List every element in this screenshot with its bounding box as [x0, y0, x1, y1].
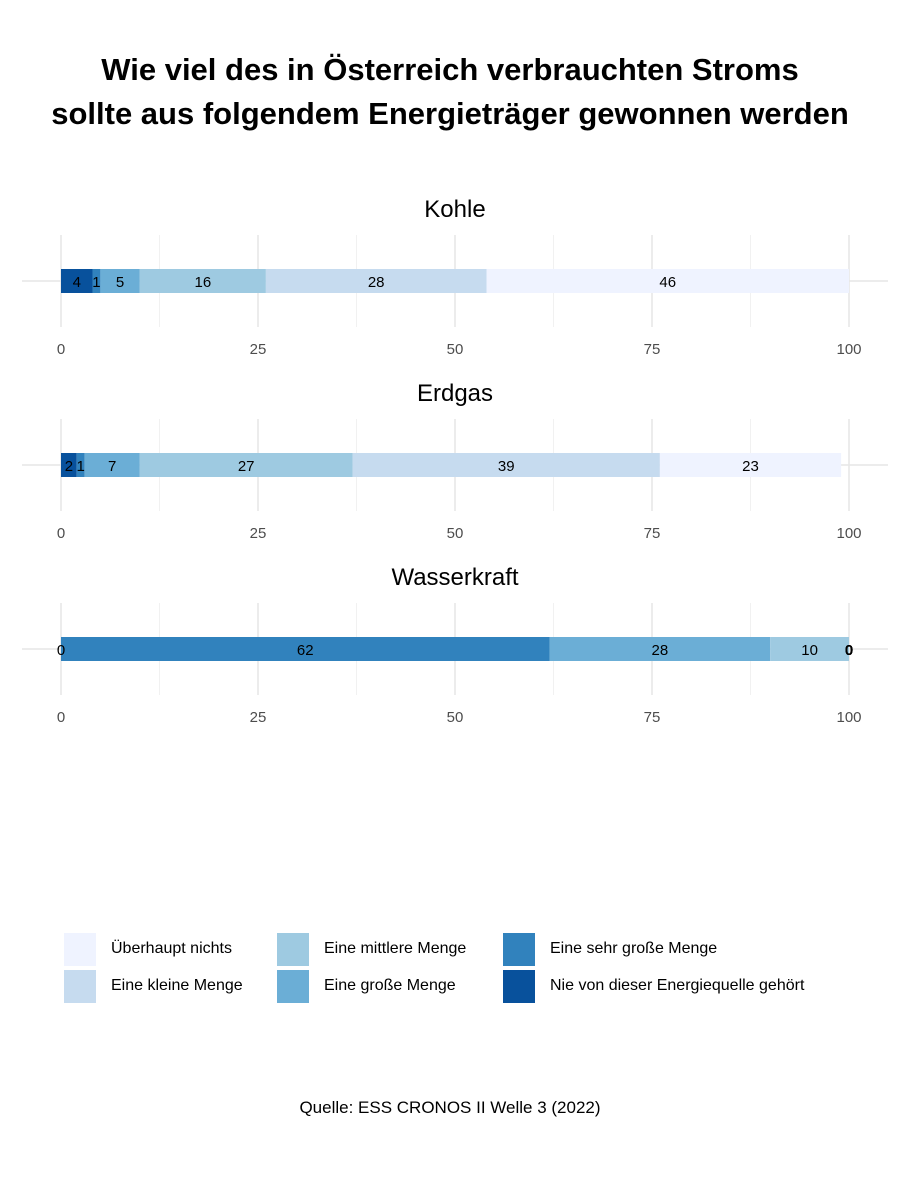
bar-segment — [265, 269, 487, 293]
segment-label: 0 — [57, 642, 65, 659]
bar-segment — [486, 269, 849, 293]
segment-label: 4 — [73, 274, 81, 291]
segment-label: 28 — [368, 274, 385, 291]
legend-item: Eine sehr große Menge — [503, 932, 717, 966]
x-tick-label: 75 — [644, 709, 661, 726]
segment-label: 27 — [238, 458, 255, 475]
legend-swatch — [503, 969, 535, 1003]
bar-segment — [139, 453, 353, 477]
segment-label: 7 — [108, 458, 116, 475]
bar-segment — [659, 453, 842, 477]
chart-title-line-1: Wie viel des in Österreich verbrauchten … — [101, 52, 799, 87]
legend: Überhaupt nichts Eine kleine Menge Eine … — [64, 932, 864, 1004]
segment-label: 16 — [194, 274, 211, 291]
legend-label: Eine mittlere Menge — [324, 940, 467, 957]
segment-label: 5 — [116, 274, 124, 291]
legend-label: Überhaupt nichts — [111, 940, 232, 957]
segment-label: 2 — [65, 458, 73, 475]
legend-item: Eine kleine Menge — [64, 969, 243, 1003]
legend-item: Eine mittlere Menge — [277, 932, 466, 966]
legend-label: Eine große Menge — [324, 977, 456, 994]
segment-label: 46 — [659, 274, 676, 291]
bar-segment — [61, 453, 77, 477]
panel-title: Wasserkraft — [391, 564, 518, 591]
bar-segment — [100, 269, 140, 293]
bar-segment — [549, 637, 771, 661]
chart-title-line-2: sollte aus folgendem Energieträger gewon… — [51, 96, 849, 131]
bar-segment — [84, 453, 140, 477]
legend-swatch — [277, 969, 309, 1003]
x-tick-label: 25 — [250, 525, 267, 542]
x-tick-label: 75 — [644, 525, 661, 542]
panel-title: Kohle — [424, 196, 485, 223]
legend-label: Eine kleine Menge — [111, 977, 243, 994]
legend-swatch — [277, 932, 309, 966]
segment-label: 1 — [77, 458, 85, 475]
x-tick-label: 25 — [250, 709, 267, 726]
legend-item: Nie von dieser Energiequelle gehört — [503, 969, 804, 1003]
segment-label: 1 — [92, 274, 100, 291]
source-caption: Quelle: ESS CRONOS II Welle 3 (2022) — [299, 1098, 601, 1117]
x-tick-label: 25 — [250, 341, 267, 358]
x-tick-label: 0 — [57, 341, 65, 358]
legend-swatch — [64, 969, 96, 1003]
bar-segment — [76, 453, 85, 477]
legend-item: Eine große Menge — [277, 969, 456, 1003]
x-tick-label: 50 — [447, 525, 464, 542]
x-tick-label: 100 — [836, 709, 861, 726]
x-tick-label: 100 — [836, 525, 861, 542]
segment-label: 10 — [801, 642, 818, 659]
legend-label: Eine sehr große Menge — [550, 940, 718, 957]
x-tick-label: 0 — [57, 525, 65, 542]
x-tick-label: 50 — [447, 709, 464, 726]
x-tick-label: 75 — [644, 341, 661, 358]
segment-label: 0 — [845, 642, 853, 659]
x-tick-label: 0 — [57, 709, 65, 726]
segment-label: 0 — [845, 642, 853, 659]
legend-label: Nie von dieser Energiequelle gehört — [550, 977, 805, 994]
x-tick-label: 50 — [447, 341, 464, 358]
legend-swatch — [503, 932, 535, 966]
segment-label: 0 — [845, 642, 853, 659]
bar-segment — [61, 269, 93, 293]
x-tick-label: 100 — [836, 341, 861, 358]
panel-title: Erdgas — [417, 380, 493, 407]
segment-label: 39 — [498, 458, 515, 475]
legend-item: Überhaupt nichts — [64, 932, 232, 966]
bar-segment — [61, 637, 550, 661]
segment-label: 23 — [742, 458, 759, 475]
bar-segment — [139, 269, 266, 293]
segment-label: 28 — [652, 642, 669, 659]
segment-label: 62 — [297, 642, 314, 659]
bar-segment — [770, 637, 849, 661]
bar-segment — [352, 453, 660, 477]
legend-swatch — [64, 932, 96, 966]
chart-title: Wie viel des in Österreich verbrauchten … — [0, 48, 900, 136]
bar-segment — [92, 269, 101, 293]
